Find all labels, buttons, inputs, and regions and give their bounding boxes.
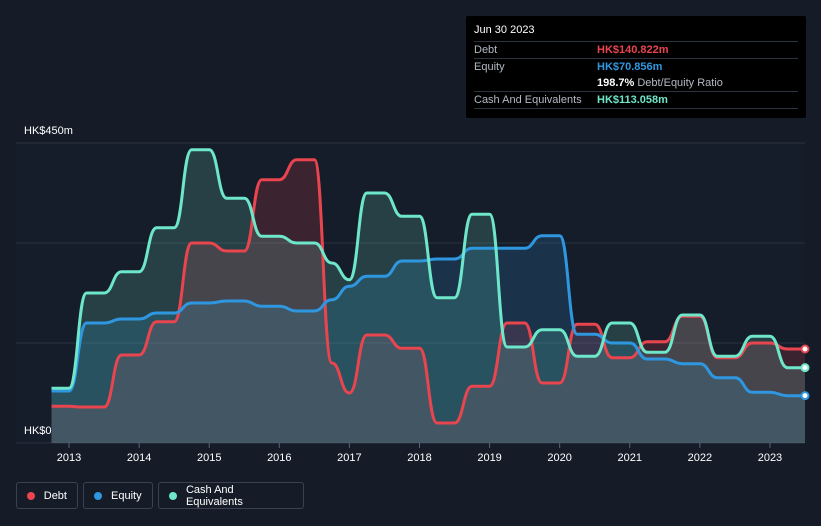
equity-dot-icon: [94, 491, 102, 500]
y-axis-top-label: HK$450m: [24, 125, 73, 137]
debt-dot-icon: [27, 491, 35, 500]
cash-dot-icon: [169, 491, 177, 500]
x-tick-label: 2015: [197, 452, 221, 464]
tooltip-debt-row: Debt HK$140.822m: [474, 41, 798, 58]
series-endpoint-cash-and-equivalents[interactable]: [800, 363, 810, 373]
x-tick-label: 2016: [267, 452, 291, 464]
tooltip-cash-label: Cash And Equivalents: [474, 94, 582, 106]
tooltip-cash-row: Cash And Equivalents HK$113.058m: [474, 91, 798, 109]
x-tick-label: 2013: [57, 452, 81, 464]
x-tick-label: 2023: [758, 452, 782, 464]
plot-area: [16, 143, 805, 443]
x-tick-label: 2014: [127, 452, 151, 464]
tooltip-equity-row: Equity HK$70.856m: [474, 58, 798, 75]
legend-cash-label: Cash And Equivalents: [185, 483, 243, 508]
x-axis: 2013 2014 2015 2016 2017 2018 2019 2020 2021 2022…: [57, 443, 782, 464]
x-tick-label: 2017: [337, 452, 361, 464]
tooltip-ratio-row: 198.7% Debt/Equity Ratio: [474, 75, 798, 91]
x-tick-label: 2021: [618, 452, 642, 464]
legend-debt-label: Debt: [43, 489, 67, 502]
tooltip-cash-value: HK$113.058m: [597, 94, 668, 106]
series-endpoint-debt[interactable]: [800, 344, 810, 354]
tooltip-ratio-label: Debt/Equity Ratio: [637, 77, 723, 89]
x-tick-label: 2020: [547, 452, 571, 464]
series-area-cash-and-equivalents: [51, 149, 805, 443]
legend-equity-label: Equity: [111, 489, 142, 502]
tooltip-debt-value: HK$140.822m: [597, 44, 669, 56]
legend-item-equity[interactable]: Equity: [83, 482, 153, 509]
tooltip-debt-label: Debt: [474, 44, 498, 56]
x-tick-label: 2019: [477, 452, 501, 464]
legend-item-debt[interactable]: Debt: [16, 482, 78, 509]
x-tick-label: 2022: [688, 452, 712, 464]
series-endpoint-equity[interactable]: [800, 391, 810, 401]
tooltip-equity-label: Equity: [474, 61, 505, 73]
tooltip-equity-value: HK$70.856m: [597, 61, 663, 73]
chart-series: [51, 148, 810, 443]
tooltip-ratio-value: 198.7%: [597, 77, 635, 89]
data-tooltip: Jun 30 2023 Debt HK$140.822m Equity HK$7…: [466, 16, 806, 118]
x-tick-label: 2018: [407, 452, 431, 464]
legend-item-cash[interactable]: Cash And Equivalents: [158, 482, 304, 509]
y-axis-bottom-label: HK$0: [24, 425, 52, 437]
tooltip-date: Jun 30 2023: [474, 24, 535, 36]
series-area-debt: [51, 159, 805, 443]
series-area-equity: [51, 235, 805, 443]
series-line-cash-and-equivalents: [51, 148, 806, 390]
